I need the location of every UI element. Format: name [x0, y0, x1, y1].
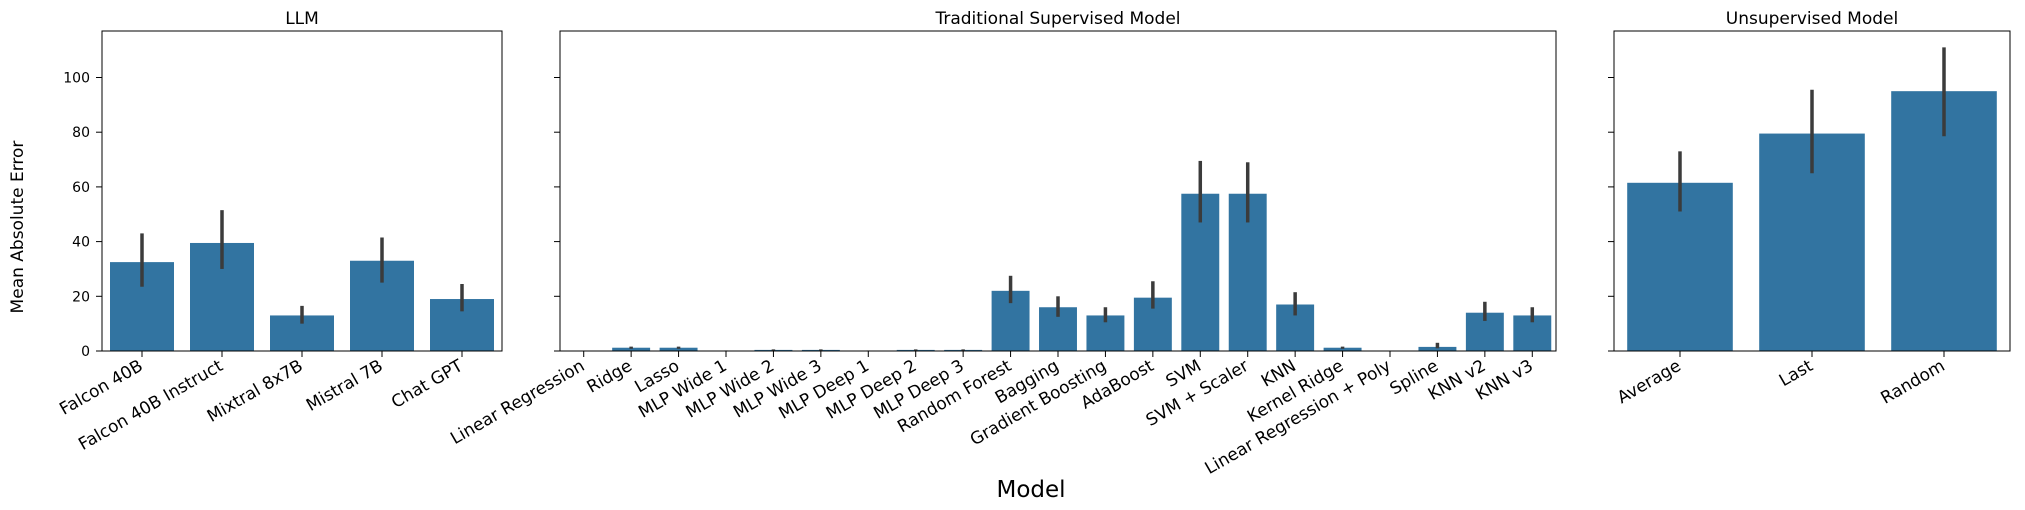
x-tick-label: Falcon 40B Instruct — [75, 356, 227, 455]
x-tick-label: Linear Regression — [447, 356, 588, 449]
x-tick-label: Ridge — [584, 356, 636, 398]
y-tick-label: 60 — [72, 180, 90, 196]
panel-frame — [1613, 30, 2011, 352]
x-tick-label: Mistral 7B — [303, 356, 387, 416]
x-axis-title: Model — [996, 477, 1065, 503]
x-tick-label: Chat GPT — [388, 356, 467, 413]
y-tick-label: 0 — [81, 344, 90, 360]
x-tick-label: Average — [1614, 356, 1684, 408]
y-tick-label: 40 — [72, 235, 90, 251]
panel-2: Unsupervised Model Average Last Random — [1608, 9, 2011, 409]
panel-title: LLM — [285, 9, 319, 29]
bar — [1323, 347, 1362, 351]
panel-frame — [559, 30, 1557, 352]
panel-1: Traditional Supervised Model Linear Regre… — [447, 9, 1557, 479]
y-axis-title: Mean Absolute Error — [8, 141, 28, 314]
bar — [659, 347, 698, 351]
panel-title: Traditional Supervised Model — [934, 9, 1180, 29]
x-tick-label: Random — [1878, 356, 1949, 409]
panel-title: Unsupervised Model — [1726, 9, 1898, 29]
y-tick-label: 100 — [63, 70, 90, 86]
bar — [612, 347, 651, 351]
x-tick-label: Last — [1776, 356, 1817, 391]
bar — [1418, 346, 1457, 351]
y-tick-label: 80 — [72, 125, 90, 141]
y-tick-label: 20 — [72, 289, 90, 305]
panel-frame — [101, 30, 503, 352]
